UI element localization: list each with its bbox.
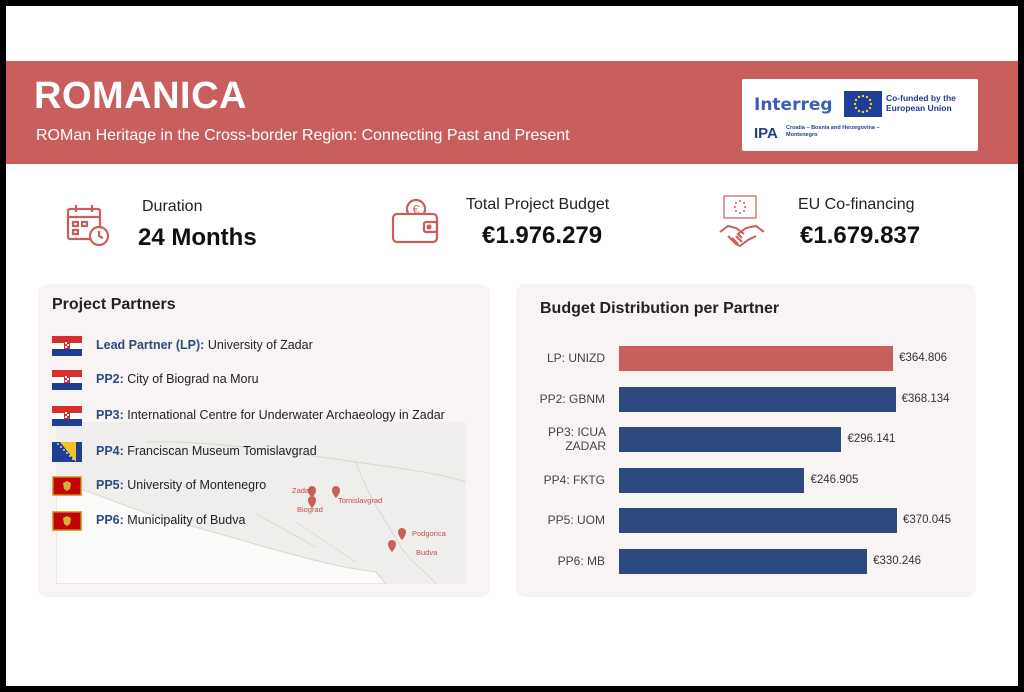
bar-category-label: PP6: MB: [557, 553, 605, 568]
partner-code: PP6:: [96, 513, 124, 527]
partner-code: PP4:: [96, 444, 124, 458]
page: ROMANICA ROMan Heritage in the Cross-bor…: [6, 6, 1018, 686]
partner-code: Lead Partner (LP):: [96, 338, 205, 352]
bar-category-label: LP: UNIZD: [546, 351, 605, 365]
bar-value-label: €330.246: [873, 554, 922, 567]
partner-pp6-text: PP6: Municipality of Budva: [96, 513, 245, 527]
cofunded-text: Co-funded by the European Union: [886, 93, 956, 113]
bar-chart: LP: UNIZD €364.806 PP2: GBNM €368.134 PP3: I…: [516, 284, 976, 597]
sponsor-logo: Interreg Co-funded by the European Union…: [742, 79, 978, 151]
bar-value-label: €296.141: [847, 433, 896, 445]
project-partners-panel: Project Partners Zadar Biograd Tomislavg…: [38, 284, 490, 597]
montenegro-flag-icon: [52, 476, 82, 496]
ipa-logo-text: IPA: [754, 125, 778, 142]
bar-value-label: €368.134: [901, 392, 950, 405]
partner-row-pp5: PP5: University of Montenegro: [52, 474, 492, 496]
partner-code: PP5:: [96, 478, 124, 492]
page-subtitle: ROMan Heritage in the Cross-border Regio…: [36, 127, 570, 144]
bar: [619, 508, 897, 533]
map-label-budva: Budva: [416, 548, 438, 557]
region-map: Zadar Biograd Tomislavgrad Podgorica Bud…: [56, 422, 466, 584]
partner-name: University of Montenegro: [127, 478, 267, 492]
partner-pp5-text: PP5: University of Montenegro: [96, 478, 266, 492]
bar-category-label: PP2: GBNM: [539, 391, 605, 406]
calendar-clock-icon: [66, 205, 110, 247]
partner-name: International Centre for Underwater Arch…: [127, 408, 445, 422]
partner-row-pp2: PP2: City of Biograd na Moru: [52, 368, 492, 390]
eu-flag-icon: [844, 91, 882, 117]
budget-label: Total Project Budget: [466, 196, 610, 213]
partner-row-pp3: PP3: International Centre for Underwater…: [52, 404, 492, 426]
partner-code: PP2:: [96, 372, 124, 386]
interreg-logo-text: Interreg: [754, 95, 833, 115]
eu-label: EU Co-financing: [798, 196, 915, 213]
partner-pp3-text: PP3: International Centre for Underwater…: [96, 408, 445, 422]
budget-value: €1.976.279: [482, 222, 603, 249]
budget-distribution-panel: Budget Distribution per Partner LP: UNIZ…: [516, 284, 976, 597]
duration-label: Duration: [142, 198, 203, 215]
bar: [619, 427, 842, 452]
bar-category-label: PP3: ICUA ZADAR: [547, 425, 606, 453]
header-banner: ROMANICA ROMan Heritage in the Cross-bor…: [6, 61, 1018, 164]
partner-code: PP3:: [96, 408, 124, 422]
handshake-icon: [719, 195, 765, 248]
partner-name: City of Biograd na Moru: [127, 372, 259, 386]
map-label-zadar: Zadar: [292, 486, 312, 495]
duration-value: 24 Months: [138, 224, 257, 251]
partner-pp2-text: PP2: City of Biograd na Moru: [96, 372, 259, 386]
bar-value-label: €364.806: [899, 352, 948, 364]
bar: [619, 386, 896, 412]
partners-title: Project Partners: [52, 296, 176, 313]
map-label-biograd: Biograd: [297, 505, 323, 514]
partner-name: Municipality of Budva: [127, 513, 246, 527]
wallet-icon: €: [391, 198, 439, 244]
montenegro-flag-icon: [52, 511, 82, 531]
eu-value: €1.679.837: [800, 222, 921, 249]
chart-title: Budget Distribution per Partner: [540, 300, 780, 317]
stat-duration: Duration 24 Months: [64, 196, 304, 256]
svg-text:€: €: [413, 203, 420, 217]
partner-row-lp: Lead Partner (LP): University of Zadar: [52, 334, 492, 356]
bar-value-label: €370.045: [903, 514, 951, 526]
map-shapes: [56, 441, 466, 584]
page-title: ROMANICA: [34, 75, 247, 117]
bar: [619, 548, 868, 574]
map-label-tomislavgrad: Tomislavgrad: [338, 496, 383, 505]
stat-eu-cofinancing: EU Co-financing €1.679.837: [718, 194, 978, 258]
croatia-flag-icon: [52, 370, 82, 390]
bar: [619, 467, 805, 493]
ipa-countries-text: Croatia – Bosnia and Herzegovina – Monte…: [786, 125, 880, 138]
bar: [619, 346, 894, 371]
partner-lp-text: Lead Partner (LP): University of Zadar: [96, 338, 313, 352]
partner-name: Franciscan Museum Tomislavgrad: [127, 444, 317, 458]
bar-value-label: €246.905: [810, 473, 859, 486]
partner-row-pp6: PP6: Municipality of Budva: [52, 509, 492, 531]
partner-name: University of Zadar: [207, 338, 313, 352]
stat-total-budget: € Total Project Budget €1.976.279: [390, 194, 650, 256]
bar-category-label: PP5: UOM: [547, 513, 605, 527]
croatia-flag-icon: [52, 336, 82, 356]
bar-category-label: PP4: FKTG: [543, 472, 605, 487]
partner-pp4-text: PP4: Franciscan Museum Tomislavgrad: [96, 444, 317, 458]
map-label-podgorica: Podgorica: [412, 529, 446, 538]
bosnia-flag-icon: [52, 442, 82, 462]
croatia-flag-icon: [52, 406, 82, 426]
partner-row-pp4: PP4: Franciscan Museum Tomislavgrad: [52, 440, 492, 462]
